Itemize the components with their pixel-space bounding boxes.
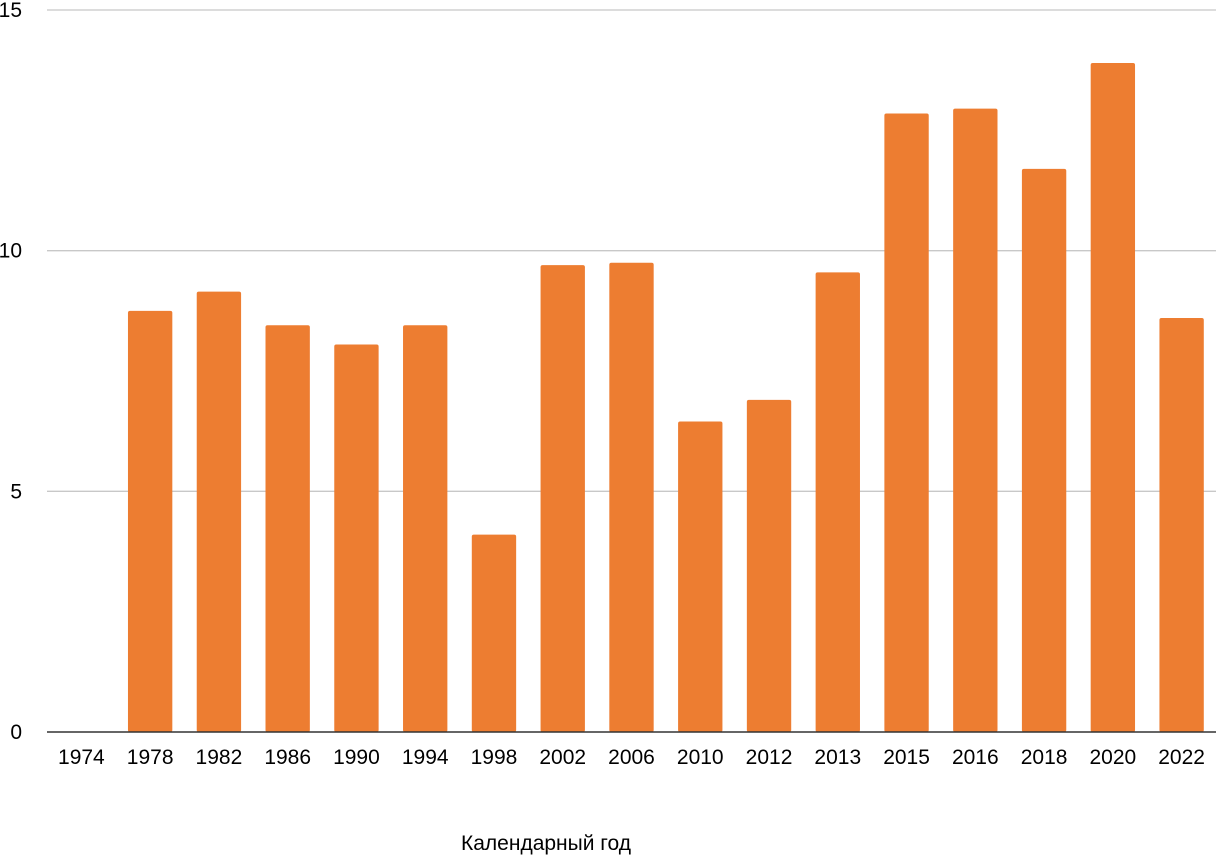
bar-1998 — [471, 534, 517, 732]
x-tick-label: 2020 — [1089, 746, 1136, 769]
x-tick-label: 2013 — [814, 746, 861, 769]
x-tick-label: 2016 — [952, 746, 999, 769]
y-tick-label: 5 — [10, 480, 22, 503]
bar-2016 — [953, 108, 998, 732]
x-tick-label: 2006 — [608, 746, 655, 769]
bar-1986 — [265, 325, 310, 732]
bar-2018 — [1021, 168, 1067, 733]
x-tick-label: 1982 — [196, 746, 243, 769]
x-tick-label: 2018 — [1021, 746, 1068, 769]
x-tick-label: 1974 — [58, 746, 105, 769]
y-axis-ticks: 0 5 10 15 — [0, 0, 22, 744]
bar-1990 — [334, 344, 379, 732]
bar-2002 — [540, 265, 585, 732]
x-tick-label: 2015 — [883, 746, 930, 769]
x-tick-label: 2002 — [539, 746, 586, 769]
y-tick-label: 10 — [0, 240, 22, 263]
bar-2006 — [609, 262, 654, 732]
bars — [127, 62, 1204, 733]
bar-2010 — [678, 421, 723, 732]
bar-2015 — [884, 113, 929, 732]
x-tick-label: 1986 — [264, 746, 311, 769]
y-tick-label: 15 — [0, 0, 22, 22]
x-axis-ticks: 1974 1978 1982 1986 1990 1994 1998 2002 2006 2010… — [58, 746, 1205, 769]
bar-1994 — [403, 325, 448, 732]
bar-2022 — [1159, 318, 1204, 732]
x-tick-label: 2012 — [746, 746, 793, 769]
bar-1978 — [127, 310, 173, 732]
x-tick-label: 2010 — [677, 746, 724, 769]
bar-1982 — [196, 291, 242, 732]
x-tick-label: 1998 — [471, 746, 518, 769]
x-tick-label: 1994 — [402, 746, 449, 769]
x-tick-label: 1978 — [127, 746, 174, 769]
bar-2020 — [1090, 62, 1136, 733]
bar-2013 — [815, 272, 860, 732]
y-tick-label: 0 — [10, 721, 22, 744]
bar-2012 — [746, 399, 792, 732]
x-axis-label: Календарный год — [461, 832, 631, 855]
x-tick-label: 2022 — [1158, 746, 1205, 769]
x-tick-label: 1990 — [333, 746, 380, 769]
